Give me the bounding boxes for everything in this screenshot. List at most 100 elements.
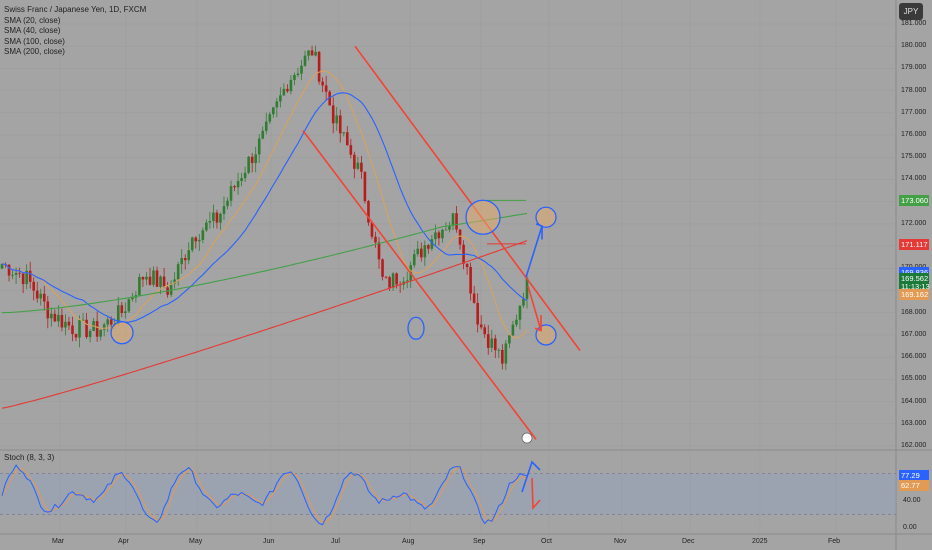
candle-body <box>367 201 370 223</box>
candle-body <box>360 162 363 172</box>
candle-body <box>384 276 388 278</box>
time-tick: May <box>189 538 203 545</box>
candle-body <box>120 305 124 314</box>
price-tick: 164.000 <box>901 397 927 405</box>
candle-body <box>14 272 18 275</box>
sma200-line <box>1 240 528 409</box>
sma40-line <box>1 92 528 323</box>
candle-body <box>53 313 57 322</box>
price-tick: 176.000 <box>901 131 927 139</box>
stoch-title[interactable]: Stoch (8, 3, 3) <box>4 453 55 462</box>
stoch-tick: 0.00 <box>903 524 917 531</box>
candle-body <box>381 259 384 277</box>
indicator-sma200[interactable]: SMA (200, close) <box>4 47 65 56</box>
candle-body <box>78 320 81 338</box>
candle-body <box>0 264 4 269</box>
candle-body <box>335 115 339 124</box>
time-tick: Aug <box>402 538 415 545</box>
candle-body <box>328 91 331 106</box>
lower-trend-line <box>302 130 537 440</box>
indicator-sma40[interactable]: SMA (40, close) <box>4 26 61 35</box>
candle-body <box>201 230 205 240</box>
price-tag: 169.836 <box>899 266 929 278</box>
candle-body <box>35 290 39 299</box>
candle-body <box>419 248 423 258</box>
candle-body <box>243 172 247 179</box>
candle-body <box>511 324 515 336</box>
price-tick: 179.000 <box>901 64 927 72</box>
candle-body <box>479 324 483 328</box>
candle-body <box>303 55 307 66</box>
indicator-sma100[interactable]: SMA (100, close) <box>4 36 65 46</box>
forecast-arrow-up-head <box>535 223 543 240</box>
price-tick: 162.000 <box>901 442 927 449</box>
candle-body <box>145 276 148 280</box>
candle-body <box>264 121 268 131</box>
candle-body <box>293 75 296 80</box>
price-tick: 177.000 <box>901 108 927 116</box>
candle-body <box>222 206 226 214</box>
candle-body <box>102 324 106 330</box>
candle-body <box>106 319 110 325</box>
candle-body <box>46 301 50 319</box>
candle-body <box>116 305 120 325</box>
candle-body <box>261 130 265 139</box>
candle-body <box>60 314 64 328</box>
candle-body <box>219 213 222 223</box>
candle-body <box>356 162 360 169</box>
candle-body <box>427 245 430 249</box>
price-tag: 169.162 <box>899 289 929 301</box>
candle-body <box>363 171 367 202</box>
candle-body <box>321 81 324 86</box>
candle-body <box>25 270 28 285</box>
candle-body <box>508 335 511 344</box>
time-tick: Jun <box>263 538 275 545</box>
candle-body <box>483 327 487 335</box>
candle-body <box>240 178 243 182</box>
price-tag: 169.562 <box>899 273 929 285</box>
price-tag: 11:13:13 <box>899 281 930 293</box>
price-tick: 163.000 <box>901 419 927 427</box>
time-tick: Jul <box>331 538 340 545</box>
indicator-sma20[interactable]: SMA (20, close) <box>4 15 61 25</box>
candle-body <box>518 305 522 320</box>
candle-body <box>437 232 441 239</box>
candle-body <box>370 222 374 237</box>
time-tick: Feb <box>828 538 841 545</box>
currency-button[interactable]: JPY <box>899 3 923 20</box>
price-tick: 175.000 <box>901 153 927 161</box>
candle-body <box>353 154 356 169</box>
candle-body <box>169 283 173 295</box>
candle-body <box>7 264 11 276</box>
price-tick: 168.000 <box>901 308 927 316</box>
price-tick: 181.000 <box>901 20 927 27</box>
sma20-line <box>1 70 528 339</box>
price-tick: 166.000 <box>901 353 927 361</box>
candle-body <box>472 293 476 303</box>
candle-body <box>331 105 335 124</box>
candle-body <box>268 114 272 122</box>
candle-body <box>11 274 14 276</box>
candle-body <box>430 239 434 249</box>
candle-body <box>391 273 395 288</box>
candle-body <box>395 273 398 285</box>
candle-body <box>236 181 240 188</box>
candle-body <box>346 132 349 146</box>
candle-body <box>257 138 261 155</box>
candle-body <box>208 221 212 223</box>
candle-body <box>85 319 88 338</box>
candle-body <box>289 79 293 92</box>
candle-body <box>152 270 155 285</box>
indicator-legend: Swiss Franc / Japanese Yen, 1D, FXCM SMA… <box>4 5 146 58</box>
candle-body <box>451 213 455 226</box>
forecast-arrow-up <box>525 225 543 278</box>
candle-body <box>247 156 250 173</box>
stoch-k-line <box>1 464 528 526</box>
symbol-title[interactable]: Swiss Franc / Japanese Yen, 1D, FXCM <box>4 5 147 14</box>
candle-body <box>377 242 381 260</box>
candle-body <box>416 248 420 255</box>
candle-body <box>176 264 180 280</box>
